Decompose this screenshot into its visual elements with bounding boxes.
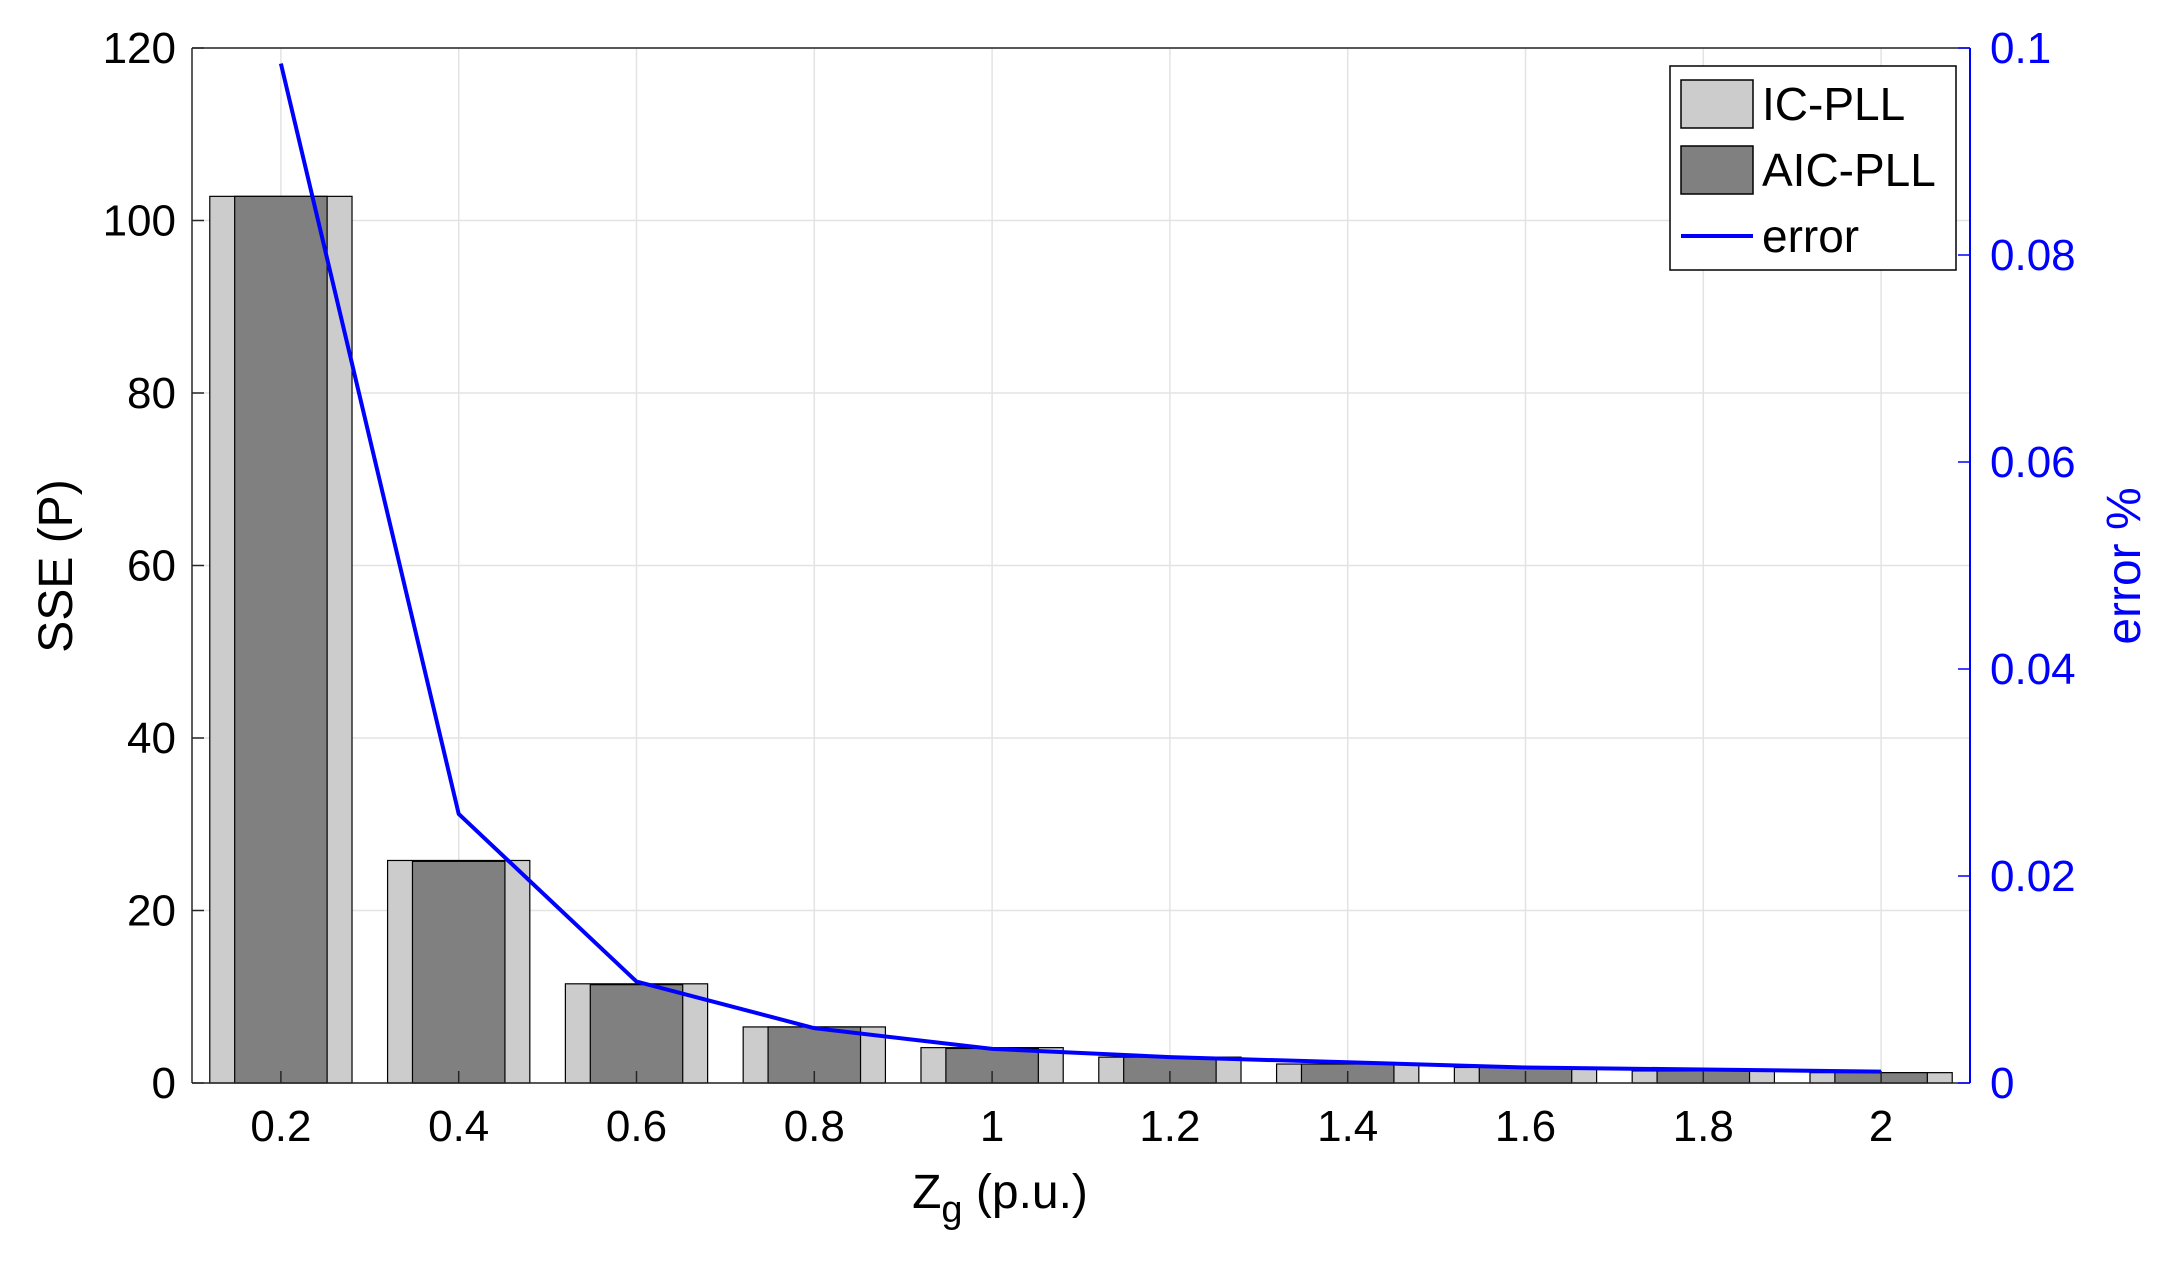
legend-label-ic-pll: IC-PLL (1762, 78, 1905, 130)
tick-labels: 0.2 0.4 0.6 0.8 1 1.2 1.4 1.6 1.8 202040608010012… (103, 24, 2076, 1151)
y-tick-label-3: 60 (127, 542, 176, 591)
y-tick-label-6: 120 (103, 24, 176, 73)
x-axis-label-main: Z (912, 1166, 941, 1219)
legend-label-aic-pll: AIC-PLL (1762, 144, 1936, 196)
x-tick-label-4: 1 (980, 1102, 1004, 1151)
x-axis-label-subscript: g (941, 1189, 962, 1231)
x-tick-label-9: 2 (1869, 1102, 1893, 1151)
x-tick-label-5: 1.2 (1139, 1102, 1200, 1151)
x-tick-label-3: 0.8 (784, 1102, 845, 1151)
y-tick-label-0: 0 (152, 1059, 176, 1108)
y-tick-label-1: 20 (127, 887, 176, 936)
y-tick-label-4: 80 (127, 369, 176, 418)
x-tick-label-7: 1.6 (1495, 1102, 1556, 1151)
error-line (278, 63, 1882, 1074)
x-tick-label-8: 1.8 (1673, 1102, 1734, 1151)
legend-label-error: error (1762, 210, 1859, 262)
y-axis-right-label: error % (2098, 487, 2151, 644)
y-right-tick-label-3: 0.06 (1990, 438, 2076, 487)
x-tick-label-1: 0.4 (428, 1102, 489, 1151)
x-axis-label: Zg (p.u.) (912, 1166, 1088, 1231)
y-right-tick-label-1: 0.02 (1990, 852, 2076, 901)
legend-swatch-aic-pll (1680, 145, 1754, 195)
axes (191, 47, 1971, 1084)
y-right-tick-label-4: 0.08 (1990, 231, 2076, 280)
y-right-tick-label-0: 0 (1990, 1059, 2014, 1108)
y-tick-label-2: 40 (127, 714, 176, 763)
legend-swatch-ic-pll (1680, 79, 1754, 129)
y-right-tick-label-5: 0.1 (1990, 24, 2051, 73)
bar-aic-pll-2 (589, 984, 684, 1084)
x-axis-label-rest: (p.u.) (963, 1166, 1088, 1219)
x-tick-label-2: 0.6 (606, 1102, 667, 1151)
y-tick-label-5: 100 (103, 197, 176, 246)
bar-aic-pll-1 (411, 860, 506, 1084)
y-right-tick-label-2: 0.04 (1990, 645, 2076, 694)
x-tick-label-6: 1.4 (1317, 1102, 1378, 1151)
x-tick-label-0: 0.2 (250, 1102, 311, 1151)
legend: IC-PLL AIC-PLL error (1669, 65, 1957, 271)
error-line-group (278, 63, 1882, 1074)
bars (209, 195, 1953, 1084)
bar-aic-pll-0 (234, 195, 328, 1084)
y-axis-label: SSE (P) (30, 479, 83, 652)
